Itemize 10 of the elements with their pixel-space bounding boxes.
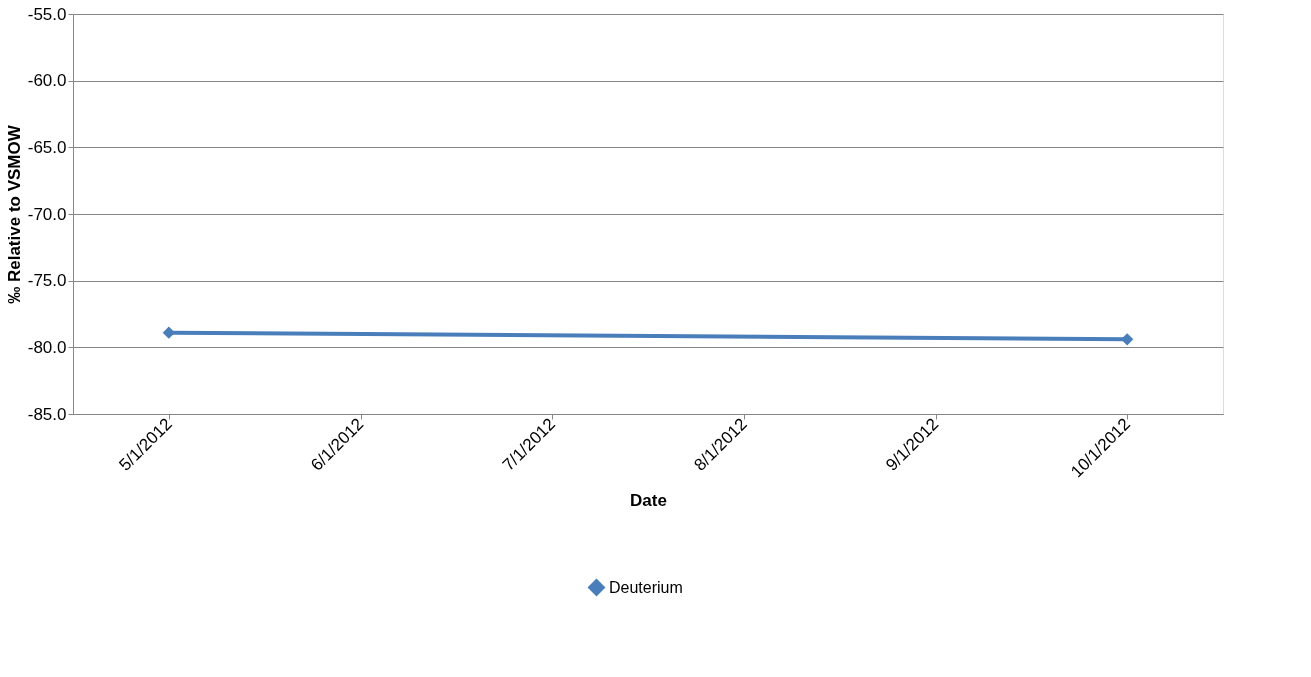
y-tick-label: -65.0 <box>27 137 67 157</box>
y-axis-title: ‰ Relative to VSMOW <box>4 124 24 304</box>
y-tick-label: -85.0 <box>27 404 67 424</box>
y-tick-label: -70.0 <box>27 204 67 224</box>
y-tick-label: -80.0 <box>27 337 67 357</box>
y-tick-label: -75.0 <box>27 271 67 291</box>
y-tick-label: -55.0 <box>27 4 67 24</box>
legend-label: Deuterium <box>609 578 683 596</box>
x-axis-title: Date <box>630 490 667 510</box>
y-tick-label: -60.0 <box>27 71 67 91</box>
